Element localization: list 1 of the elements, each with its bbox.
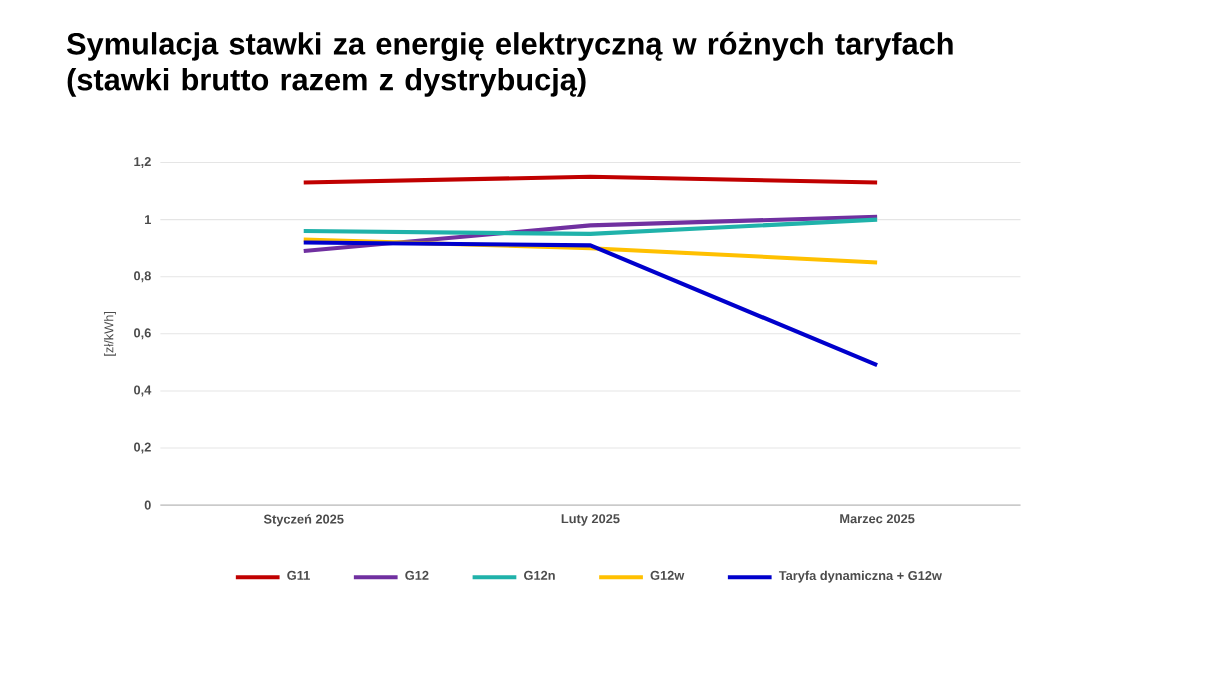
chart-title: Symulacja stawki za energię elektryczną w różnych taryfach (stawki brutto razem z dystrybucją)	[67, 31, 953, 97]
